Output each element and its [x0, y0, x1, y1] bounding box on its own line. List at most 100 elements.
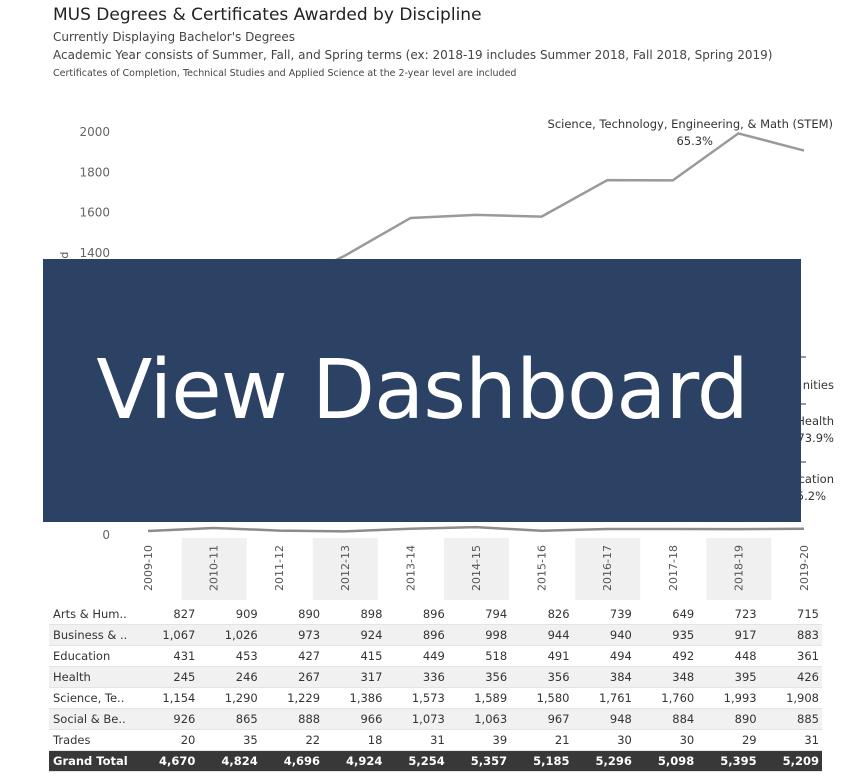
education-share-label: 5.2%	[797, 489, 826, 503]
chart-title: MUS Degrees & Certificates Awarded by Di…	[53, 5, 482, 25]
table-cell: 245	[136, 666, 199, 688]
x-tick-label: 2018-19	[732, 545, 745, 591]
y-tick-label: 2000	[79, 125, 110, 139]
table-cell: 1,760	[634, 687, 698, 709]
table-cell: 39	[447, 729, 511, 751]
table-cell: 883	[759, 624, 822, 646]
table-cell: 491	[510, 645, 573, 667]
table-cell: 30	[572, 729, 635, 751]
table-cell: 4,670	[136, 750, 199, 772]
table-cell: 885	[759, 708, 822, 730]
table-cell: 4,824	[198, 750, 261, 772]
table-cell: 649	[634, 604, 698, 625]
table-cell: 1,154	[136, 687, 199, 709]
table-cell: 5,098	[634, 750, 698, 772]
table-cell: 896	[385, 624, 448, 646]
highlight-band	[575, 538, 641, 600]
table-cell: 5,357	[447, 750, 511, 772]
row-label: Trades	[49, 729, 136, 751]
table-cell: 826	[510, 604, 573, 625]
table-cell: 948	[572, 708, 635, 730]
y-tick-label: 0	[102, 528, 110, 542]
x-tick-label: 2017-18	[667, 545, 680, 591]
grand-total-row: Grand Total 4,670 4,824 4,696 4,924 5,254 5,35…	[49, 750, 822, 772]
table-cell: 518	[447, 645, 511, 667]
x-tick-label: 2012-13	[339, 545, 352, 591]
table-cell: 356	[510, 666, 573, 688]
highlight-band	[312, 538, 378, 600]
row-label: Health	[49, 666, 136, 688]
row-label: Education	[49, 645, 136, 667]
table-cell: 890	[697, 708, 760, 730]
academic-year-note: Academic Year consists of Summer, Fall, …	[53, 48, 773, 62]
table-row: Science, Te.. 1,154 1,290 1,229 1,386 1,573 1,…	[49, 687, 822, 709]
table-cell: 896	[385, 604, 448, 625]
table-cell: 449	[385, 645, 448, 667]
table-cell: 865	[198, 708, 261, 730]
table-cell: 926	[136, 708, 199, 730]
table-cell: 898	[323, 604, 386, 625]
table-cell: 1,573	[385, 687, 448, 709]
table-cell: 827	[136, 604, 199, 625]
chart-subtitle: Currently Displaying Bachelor's Degrees	[53, 30, 295, 44]
x-tick-label: 2010-11	[208, 545, 221, 591]
table-cell: 917	[697, 624, 760, 646]
table-cell: 448	[697, 645, 760, 667]
health-share-label: 73.9%	[797, 431, 834, 445]
row-label: Arts & Hum..	[49, 604, 136, 625]
table-cell: 30	[634, 729, 698, 751]
health-partial-label: Health	[796, 414, 834, 428]
table-cell: 1,386	[323, 687, 386, 709]
table-cell: 5,254	[385, 750, 448, 772]
table-cell: 348	[634, 666, 698, 688]
highlight-band	[444, 538, 509, 600]
table-cell: 1,589	[447, 687, 511, 709]
table-cell: 884	[634, 708, 698, 730]
table-cell: 935	[634, 624, 698, 646]
table-cell: 5,185	[510, 750, 573, 772]
table-cell: 492	[634, 645, 698, 667]
table-cell: 494	[572, 645, 635, 667]
table-cell: 1,908	[759, 687, 822, 709]
table-cell: 415	[323, 645, 386, 667]
x-tick-label: 2011-12	[273, 545, 286, 591]
table-cell: 21	[510, 729, 573, 751]
table-cell: 924	[323, 624, 386, 646]
x-tick-label: 2014-15	[470, 545, 483, 591]
table-cell: 35	[198, 729, 261, 751]
table-cell: 940	[572, 624, 635, 646]
education-partial-label: cation	[799, 472, 834, 486]
table-row: Business & .. 1,067 1,026 973 924 896 998 944 94…	[49, 624, 822, 646]
table-row: Trades 20 35 22 18 31 39 21 30 30 29 31	[49, 729, 822, 751]
table-cell: 246	[198, 666, 261, 688]
row-label: Business & ..	[49, 624, 136, 646]
table-cell: 739	[572, 604, 635, 625]
table-cell: 317	[323, 666, 386, 688]
x-tick-label: 2015-16	[536, 545, 549, 591]
stem-share-label: 65.3%	[676, 134, 713, 148]
table-cell: 453	[198, 645, 261, 667]
data-table: Arts & Hum.. 827 909 890 898 896 794 826 739 649 7…	[49, 604, 822, 772]
highlight-band	[181, 538, 247, 600]
y-tick-label: 1800	[79, 165, 110, 179]
table-cell: 715	[759, 604, 822, 625]
x-tick-label: 2009-10	[142, 545, 155, 591]
x-tick-label: 2019-20	[798, 545, 811, 591]
table-cell: 909	[198, 604, 261, 625]
table-cell: 267	[260, 666, 324, 688]
table-cell: 1,761	[572, 687, 635, 709]
table-cell: 1,580	[510, 687, 573, 709]
table-cell: 427	[260, 645, 324, 667]
table-cell: 22	[260, 729, 324, 751]
table-cell: 356	[447, 666, 511, 688]
view-dashboard-button[interactable]: View Dashboard	[43, 259, 801, 522]
row-label: Grand Total	[49, 750, 136, 772]
table-cell: 1,067	[136, 624, 199, 646]
x-tick-label: 2016-17	[601, 545, 614, 591]
table-cell: 431	[136, 645, 199, 667]
table-cell: 4,696	[260, 750, 324, 772]
table-cell: 18	[323, 729, 386, 751]
table-cell: 966	[323, 708, 386, 730]
table-cell: 794	[447, 604, 511, 625]
table-row: Education 431 453 427 415 449 518 491 494 492 448 3…	[49, 645, 822, 667]
